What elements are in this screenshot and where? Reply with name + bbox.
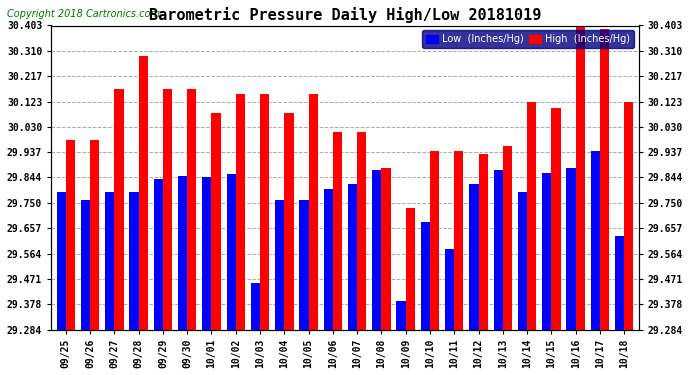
Bar: [236, 94, 245, 330]
Bar: [518, 192, 527, 330]
Text: Copyright 2018 Cartronics.com: Copyright 2018 Cartronics.com: [7, 9, 160, 19]
Bar: [469, 184, 479, 330]
Bar: [57, 192, 66, 330]
Bar: [542, 173, 551, 330]
Bar: [503, 146, 512, 330]
Bar: [479, 154, 488, 330]
Bar: [226, 174, 236, 330]
Bar: [139, 56, 148, 330]
Bar: [163, 89, 172, 330]
Bar: [406, 209, 415, 330]
Bar: [397, 301, 406, 330]
Bar: [115, 89, 124, 330]
Bar: [382, 168, 391, 330]
Bar: [202, 177, 211, 330]
Bar: [575, 26, 585, 330]
Bar: [615, 236, 624, 330]
Bar: [527, 102, 536, 330]
Bar: [211, 113, 221, 330]
Bar: [600, 29, 609, 330]
Bar: [81, 200, 90, 330]
Bar: [284, 113, 293, 330]
Title: Barometric Pressure Daily High/Low 20181019: Barometric Pressure Daily High/Low 20181…: [149, 7, 541, 23]
Bar: [566, 168, 575, 330]
Bar: [430, 152, 440, 330]
Bar: [348, 184, 357, 330]
Bar: [445, 249, 454, 330]
Bar: [333, 132, 342, 330]
Bar: [372, 170, 382, 330]
Bar: [90, 141, 99, 330]
Bar: [154, 178, 163, 330]
Bar: [260, 94, 269, 330]
Legend: Low  (Inches/Hg), High  (Inches/Hg): Low (Inches/Hg), High (Inches/Hg): [422, 30, 634, 48]
Bar: [105, 192, 115, 330]
Bar: [421, 222, 430, 330]
Bar: [357, 132, 366, 330]
Bar: [493, 170, 503, 330]
Bar: [591, 152, 600, 330]
Bar: [551, 108, 560, 330]
Bar: [130, 192, 139, 330]
Bar: [624, 102, 633, 330]
Bar: [308, 94, 318, 330]
Bar: [299, 200, 308, 330]
Bar: [187, 89, 197, 330]
Bar: [178, 176, 187, 330]
Bar: [250, 283, 260, 330]
Bar: [275, 200, 284, 330]
Bar: [66, 141, 75, 330]
Bar: [324, 189, 333, 330]
Bar: [454, 152, 464, 330]
